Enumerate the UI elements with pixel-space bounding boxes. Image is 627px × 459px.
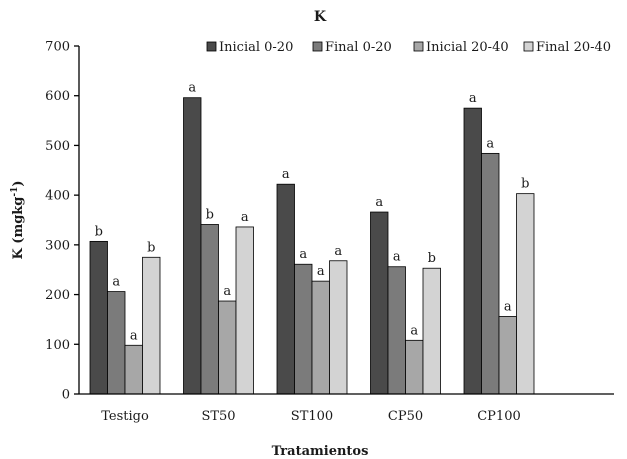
bar-cp50-series-3 <box>405 339 424 395</box>
y-axis-title-end: ) <box>11 180 26 186</box>
data-label: a <box>334 244 342 259</box>
legend-label: Inicial 0-20 <box>219 40 293 55</box>
bar-cp100-series-2 <box>481 152 500 395</box>
y-tick-label: 100 <box>45 338 70 353</box>
data-label: a <box>317 264 325 279</box>
data-label: a <box>130 328 138 343</box>
bar-st50-series-1 <box>183 97 202 395</box>
legend-label: Final 20-40 <box>536 40 611 55</box>
legend-swatch <box>206 41 217 52</box>
bar-cp100-series-3 <box>498 316 517 395</box>
bar-st50-series-4 <box>235 226 254 395</box>
y-axis-title-main: K (mgkg <box>11 197 26 260</box>
legend-swatch <box>312 41 323 52</box>
bar-cp100-series-1 <box>463 107 482 395</box>
data-label: a <box>112 275 120 290</box>
legend-swatch <box>413 41 424 52</box>
y-tick-label: 500 <box>45 139 70 154</box>
bar-st100-series-1 <box>276 183 295 395</box>
bar-st100-series-4 <box>329 260 348 395</box>
x-axis: Testigo ST50 ST100 CP50 CP100 <box>101 409 521 424</box>
bar-cp50-series-4 <box>422 267 441 395</box>
data-label: b <box>521 177 529 192</box>
chart-title: K <box>314 9 327 25</box>
x-tick-label: CP100 <box>477 409 521 424</box>
legend-swatch <box>523 41 534 52</box>
data-label: a <box>486 136 494 151</box>
data-label: a <box>410 323 418 338</box>
bar-st50-series-3 <box>218 300 237 395</box>
y-tick-label: 600 <box>45 89 70 104</box>
y-tick-label: 400 <box>45 189 70 204</box>
data-label: a <box>241 210 249 225</box>
bar-testigo-series-3 <box>124 344 143 395</box>
bar-testigo-series-2 <box>107 291 126 395</box>
bar-cp100-series-4 <box>516 193 535 395</box>
data-label: a <box>282 167 290 182</box>
data-label: b <box>95 224 103 239</box>
x-tick-label: ST50 <box>201 409 235 424</box>
y-tick-label: 0 <box>62 388 70 403</box>
legend-label: Final 0-20 <box>325 40 392 55</box>
y-axis: 0 100 200 300 400 500 600 700 <box>45 40 79 403</box>
bar-cp50-series-2 <box>387 266 406 395</box>
y-tick-label: 700 <box>45 40 70 55</box>
data-label: b <box>147 240 155 255</box>
x-tick-label: CP50 <box>388 409 423 424</box>
y-axis-title-superscript: -1 <box>10 187 20 197</box>
bar-st50-series-2 <box>200 224 219 395</box>
y-tick-label: 200 <box>45 288 70 303</box>
legend-label: Inicial 20-40 <box>426 40 509 55</box>
y-tick-label: 300 <box>45 238 70 253</box>
bar-st100-series-3 <box>311 280 330 395</box>
legend: Inicial 0-20 Final 0-20 Inicial 20-40 Final… <box>206 40 611 55</box>
data-label: a <box>504 299 512 314</box>
y-axis-title: K (mgkg-1) <box>10 180 26 259</box>
bar-cp50-series-1 <box>370 211 389 395</box>
data-label: a <box>375 195 383 210</box>
data-label: b <box>428 251 436 266</box>
data-label: a <box>223 284 231 299</box>
bar-testigo-series-4 <box>142 256 161 395</box>
bar-st100-series-2 <box>294 263 313 395</box>
bar-testigo-series-1 <box>89 240 108 395</box>
bars <box>89 97 535 395</box>
x-tick-label: Testigo <box>101 409 149 424</box>
x-axis-title: Tratamientos <box>272 444 369 459</box>
data-label: a <box>188 81 196 96</box>
x-tick-label: ST100 <box>291 409 333 424</box>
data-label: a <box>469 91 477 106</box>
data-label: a <box>299 247 307 262</box>
data-label: b <box>206 207 214 222</box>
data-label: a <box>393 250 401 265</box>
